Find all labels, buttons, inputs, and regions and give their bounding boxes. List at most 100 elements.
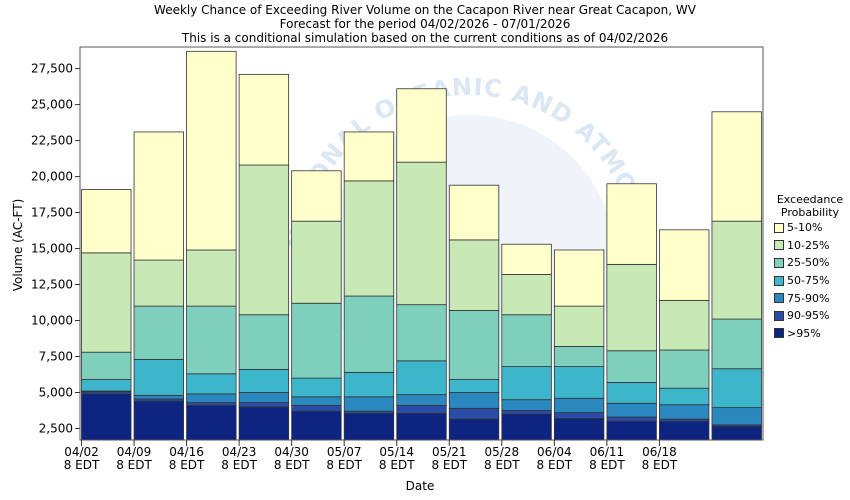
bar-segment-04-23-s0 (238, 406, 290, 441)
bar-segment-04-23-s2 (238, 392, 290, 403)
bar-segment-06-11-s2 (606, 402, 657, 418)
bar-segment-04-30-s3 (291, 377, 342, 398)
x-tick-label: 05/21 (432, 445, 467, 459)
bar-segment-05-21-s2 (448, 392, 500, 409)
x-tick-label: 06/18 (642, 445, 677, 459)
bar-segment-06-25-s5 (711, 220, 762, 320)
bar-segment-04-23-s6 (238, 73, 290, 166)
x-tick-label: 06/04 (537, 445, 572, 459)
x-tick-label: 05/14 (379, 445, 414, 459)
legend-item: 25-50% (774, 254, 850, 272)
legend-item: >95% (774, 325, 850, 343)
x-tick-label: 04/16 (169, 445, 204, 459)
x-tick-label: 8 EDT (326, 458, 362, 472)
bar-segment-04-09-s5 (133, 259, 184, 307)
bar-segment-04-16-s1 (186, 402, 237, 406)
bar-segment-05-07-s5 (343, 180, 395, 297)
bar-segment-05-21-s5 (448, 239, 500, 311)
bar-segment-04-16-s2 (186, 393, 237, 403)
bar-segment-04-02-s0 (81, 393, 132, 441)
bar-segment-05-21-s6 (448, 184, 500, 241)
legend-item: 75-90% (774, 289, 850, 307)
bar-segment-06-11-s5 (606, 263, 657, 352)
bar-segment-04-09-s2 (133, 394, 184, 400)
bar-segment-06-18-s3 (659, 387, 710, 406)
bar-segment-05-14-s5 (396, 161, 447, 306)
bar-segment-05-07-s3 (343, 371, 395, 398)
legend-swatch (774, 257, 784, 268)
bar-segment-04-30-s4 (291, 302, 342, 379)
bar-segment-04-16-s5 (186, 249, 237, 307)
x-tick-label: 05/07 (327, 445, 362, 459)
x-tick-label: 8 EDT (379, 458, 415, 472)
bar-segment-06-11-s1 (606, 416, 657, 422)
y-tick-label: 7,500 (39, 350, 73, 364)
plot-frame (79, 46, 764, 441)
bar-segment-04-16-s6 (186, 50, 237, 251)
bar-segment-06-04-s3 (553, 366, 605, 399)
bar-segment-05-28-s0 (501, 413, 552, 441)
legend-item: 50-75% (774, 272, 850, 290)
bar-segment-05-28-s3 (501, 366, 552, 401)
bar-segment-06-04-s0 (553, 418, 605, 441)
bar-segment-04-09-s3 (133, 358, 184, 396)
y-tick-label: 22,500 (31, 134, 73, 148)
bar-segment-06-11-s3 (606, 382, 657, 404)
legend-swatch (774, 293, 784, 304)
y-tick-label: 25,000 (31, 98, 73, 112)
y-tick-label: 27,500 (31, 62, 73, 76)
bar-segment-04-30-s5 (291, 220, 342, 304)
x-tick-label: 04/30 (274, 445, 309, 459)
bar-segment-06-11-s0 (606, 420, 657, 441)
bar-segment-05-28-s1 (501, 410, 552, 415)
bar-segment-04-30-s6 (291, 170, 342, 222)
bar-segment-06-25-s0 (711, 425, 762, 441)
bar-segment-06-04-s1 (553, 412, 605, 419)
legend-swatch (774, 275, 784, 286)
legend-label: 5-10% (787, 221, 823, 235)
bar-segment-05-28-s6 (501, 243, 552, 275)
bar-segment-06-25-s2 (711, 407, 762, 426)
legend: Exceedance Probability 5-10% 10-25% 25-50%… (770, 193, 850, 342)
bar-segment-05-21-s1 (448, 407, 500, 420)
x-tick-label: 8 EDT (589, 458, 625, 472)
chart-subtitle-period: Forecast for the period 04/02/2026 - 07/… (279, 17, 571, 31)
legend-title-line1: Exceedance (776, 193, 844, 206)
y-tick-label: 2,500 (39, 421, 73, 435)
x-tick-label: 8 EDT (64, 458, 100, 472)
chart-subtitle-conditions: This is a conditional simulation based o… (181, 31, 669, 45)
bar-group (81, 50, 762, 441)
x-tick-label: 8 EDT (642, 458, 678, 472)
legend-label: 90-95% (787, 309, 830, 323)
y-tick-label: 5,000 (39, 385, 73, 399)
bar-segment-04-02-s6 (81, 189, 132, 254)
bar-segment-04-30-s0 (291, 410, 342, 441)
bar-segment-04-23-s3 (238, 369, 290, 393)
legend-label: 50-75% (787, 274, 830, 288)
bar-segment-06-04-s4 (553, 346, 605, 367)
x-tick-label: 8 EDT (431, 458, 467, 472)
y-tick-label: 12,500 (31, 278, 73, 292)
bar-segment-06-18-s0 (659, 420, 710, 441)
x-tick-label: 8 EDT (484, 458, 520, 472)
bar-segment-06-18-s2 (659, 404, 710, 420)
bar-segment-06-04-s2 (553, 397, 605, 414)
bar-segment-05-14-s4 (396, 304, 447, 362)
legend-label: 25-50% (787, 256, 830, 270)
bar-segment-06-04-s6 (553, 249, 605, 307)
bar-segment-06-18-s5 (659, 299, 710, 351)
bar-segment-04-02-s4 (81, 351, 132, 380)
y-axis-label: Volume (AC-FT) (11, 198, 25, 292)
bar-segment-06-18-s4 (659, 349, 710, 389)
x-tick-label: 05/28 (485, 445, 520, 459)
legend-label: >95% (787, 326, 821, 340)
bar-segment-05-28-s2 (501, 399, 552, 411)
bar-segment-04-23-s5 (238, 164, 290, 316)
legend-swatch (774, 240, 784, 251)
legend-label: 75-90% (787, 291, 830, 305)
bar-segment-05-14-s1 (396, 405, 447, 414)
bar-segment-06-11-s6 (606, 183, 657, 265)
bar-segment-04-16-s4 (186, 305, 237, 375)
bar-segment-05-14-s3 (396, 360, 447, 396)
